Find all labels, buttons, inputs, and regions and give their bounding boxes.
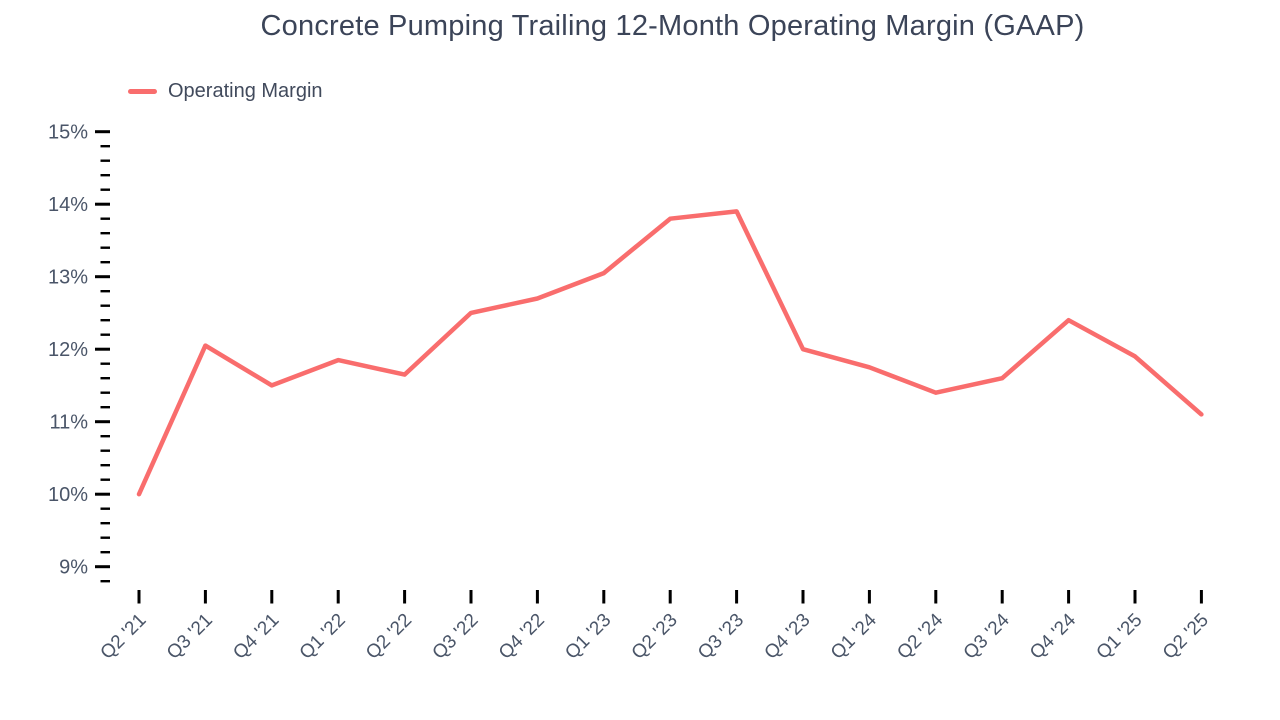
x-axis-tick-label: Q1 '24 xyxy=(827,609,881,663)
legend-line-swatch-icon xyxy=(128,89,157,94)
x-axis-tick-label: Q4 '22 xyxy=(495,610,549,664)
legend: Operating Margin xyxy=(128,80,323,103)
legend-item-label: Operating Margin xyxy=(168,80,323,102)
x-axis-tick-label: Q2 '23 xyxy=(628,610,682,664)
y-axis-tick-label: 9% xyxy=(59,557,88,579)
chart-title: Concrete Pumping Trailing 12-Month Opera… xyxy=(260,10,1085,42)
x-axis-tick-label: Q4 '21 xyxy=(229,610,283,664)
y-axis-tick-label: 10% xyxy=(48,484,88,506)
x-axis-tick-label: Q2 '21 xyxy=(97,610,151,664)
x-axis-tick-label: Q2 '24 xyxy=(893,609,947,663)
x-axis-tick-label: Q3 '23 xyxy=(694,610,748,664)
x-axis-tick-label: Q4 '24 xyxy=(1026,609,1080,663)
y-axis-tick-label: 13% xyxy=(48,267,88,289)
y-axis-tick-label: 14% xyxy=(48,194,88,216)
y-axis-tick-label: 15% xyxy=(48,122,88,144)
x-axis-tick-label: Q3 '24 xyxy=(960,609,1014,663)
x-axis-tick-label: Q2 '22 xyxy=(362,610,416,664)
x-axis-tick-label: Q1 '22 xyxy=(296,610,350,664)
y-axis-tick-label: 12% xyxy=(48,339,88,361)
x-axis-tick-label: Q4 '23 xyxy=(761,610,815,664)
y-axis-tick-label: 11% xyxy=(49,412,88,434)
x-axis-tick-label: Q3 '21 xyxy=(163,610,217,664)
series-line-operating-margin xyxy=(136,209,1204,497)
x-axis-tick-label: Q2 '25 xyxy=(1159,610,1213,664)
x-axis-tick-label: Q1 '23 xyxy=(561,610,615,664)
x-axis-tick-label: Q1 '25 xyxy=(1093,610,1147,664)
x-axis-tick-label: Q3 '22 xyxy=(429,610,483,664)
